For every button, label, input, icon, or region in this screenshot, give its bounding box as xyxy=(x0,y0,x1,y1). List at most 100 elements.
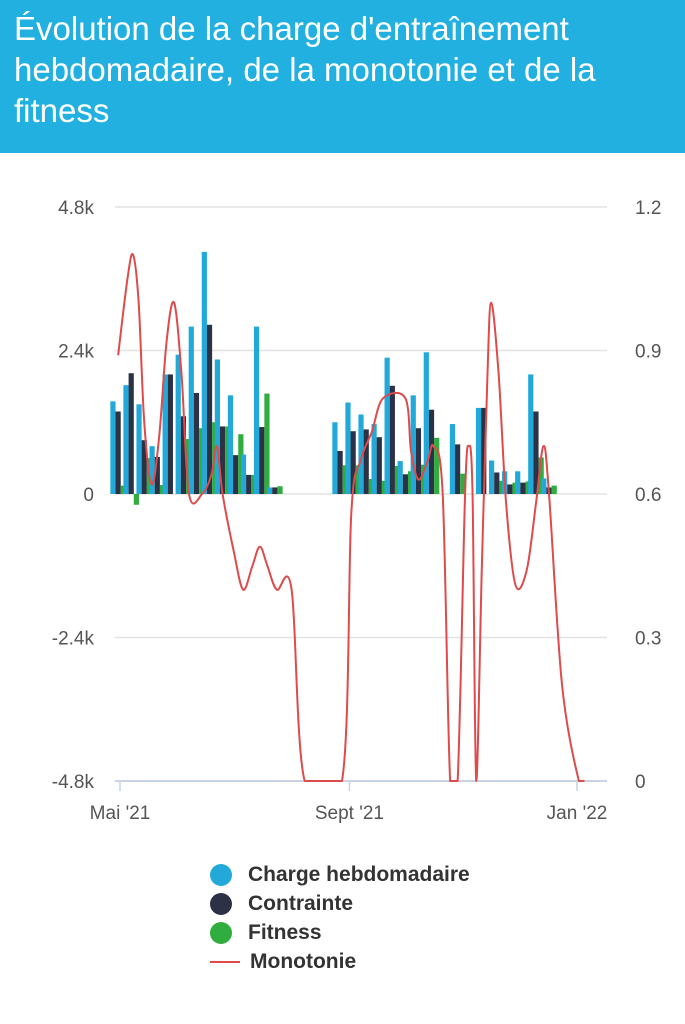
contrainte-bar xyxy=(455,444,461,494)
charge-bar xyxy=(371,424,377,494)
x-tick-label: Sept '21 xyxy=(315,803,384,824)
contrainte-bar xyxy=(428,409,435,494)
charge-bar xyxy=(201,251,207,494)
charge-bar xyxy=(253,326,260,494)
charge-legend-marker xyxy=(210,863,232,886)
charge-bar xyxy=(332,422,338,494)
legend-label-monotonie: Monotonie xyxy=(250,949,357,973)
charge-bar xyxy=(149,446,155,494)
axis-layer: 4.8k 2.4k 0 -2.4k -4.8k 1.2 0.9 0.6 0.3 0 Mai '21 S… xyxy=(52,198,662,824)
charge-bar xyxy=(397,461,403,494)
legend-item-charge[interactable]: Charge hebdomadaire xyxy=(210,860,470,889)
contrainte-bar xyxy=(363,429,369,494)
contrainte-bar xyxy=(141,440,147,494)
contrainte-bar xyxy=(233,455,239,494)
contrainte-bar xyxy=(350,431,356,494)
charge-bar xyxy=(423,352,429,494)
charge-bar xyxy=(136,404,142,494)
charge-bar xyxy=(240,454,247,494)
chart-area: 4.8k 2.4k 0 -2.4k -4.8k 1.2 0.9 0.6 0.3 0 Mai '21 S… xyxy=(52,198,662,824)
fitness-bar xyxy=(120,485,126,494)
charge-bar xyxy=(541,478,547,494)
x-tick-label: Mai '21 xyxy=(90,803,151,824)
contrainte-bar xyxy=(376,437,382,494)
x-tick-label: Jan '22 xyxy=(547,803,608,824)
contrainte-bar xyxy=(154,456,160,494)
monotonie-legend-marker xyxy=(210,960,240,963)
y-left-tick-label: 4.8k xyxy=(58,198,94,219)
fitness-bar xyxy=(159,485,166,494)
fitness-legend-marker xyxy=(210,921,232,944)
legend-label-fitness: Fitness xyxy=(248,920,322,944)
y-right-tick-label: 0 xyxy=(635,772,646,793)
fitness-bar xyxy=(251,474,257,494)
charge-bar xyxy=(267,487,273,494)
contrainte-bar xyxy=(167,374,173,494)
fitness-bar xyxy=(499,480,505,494)
legend-item-monotonie[interactable]: Monotonie xyxy=(210,947,470,976)
fitness-bar xyxy=(460,473,466,494)
bar-layer xyxy=(110,251,557,505)
contrainte-bar xyxy=(246,474,252,494)
contrainte-legend-marker xyxy=(210,892,232,915)
fitness-bar xyxy=(368,479,375,494)
y-left-tick-label: 0 xyxy=(83,485,94,506)
contrainte-bar xyxy=(180,416,187,494)
fitness-bar xyxy=(264,393,270,494)
charge-bar xyxy=(515,471,521,494)
legend-item-contrainte[interactable]: Contrainte xyxy=(210,889,470,918)
fitness-bar xyxy=(133,494,139,505)
charge-bar xyxy=(475,407,482,494)
line-layer xyxy=(117,253,585,782)
legend: Charge hebdomadaire Contrainte Fitness M… xyxy=(210,860,470,976)
legend-label-charge: Charge hebdomadaire xyxy=(248,862,470,886)
fitness-bar xyxy=(394,465,401,494)
fitness-bar xyxy=(421,464,427,494)
contrainte-bar xyxy=(193,392,200,494)
fitness-bar xyxy=(342,465,348,494)
contrainte-bar xyxy=(520,482,526,494)
charge-bar xyxy=(345,402,351,494)
contrainte-bar xyxy=(337,450,343,494)
charge-bar xyxy=(358,414,364,494)
fitness-bar xyxy=(434,437,440,494)
y-right-tick-label: 0.6 xyxy=(635,485,661,506)
contrainte-bar xyxy=(494,472,500,494)
charge-bar xyxy=(488,460,495,494)
charge-bar xyxy=(110,401,116,494)
charge-bar xyxy=(123,385,129,494)
y-right-tick-label: 1.2 xyxy=(635,198,661,219)
y-left-tick-label: 2.4k xyxy=(58,342,94,363)
contrainte-bar xyxy=(402,474,408,494)
fitness-bar xyxy=(355,465,361,494)
charge-bar xyxy=(188,326,194,494)
contrainte-bar xyxy=(389,385,395,494)
y-right-tick-label: 0.3 xyxy=(635,629,661,650)
fitness-bar xyxy=(551,485,557,494)
contrainte-bar xyxy=(128,373,134,494)
charge-bar xyxy=(227,395,234,494)
legend-label-contrainte: Contrainte xyxy=(248,891,353,915)
charge-bar xyxy=(175,354,181,494)
chart-title: Évolution de la charge d'entraînement he… xyxy=(14,10,596,129)
charge-bar xyxy=(449,424,456,494)
y-left-tick-label: -4.8k xyxy=(52,772,95,793)
fitness-bar xyxy=(186,438,192,494)
contrainte-bar xyxy=(115,411,121,494)
fitness-bar xyxy=(407,471,414,494)
contrainte-bar xyxy=(507,484,513,494)
y-left-tick-label: -2.4k xyxy=(52,629,95,650)
contrainte-bar xyxy=(259,427,265,494)
fitness-bar xyxy=(199,428,205,494)
charge-bar xyxy=(384,357,390,494)
charge-bar xyxy=(162,374,168,494)
contrainte-bar xyxy=(206,324,213,494)
contrainte-bar xyxy=(219,426,226,494)
fitness-bar xyxy=(512,482,518,494)
contrainte-bar xyxy=(481,407,487,494)
y-right-tick-label: 0.9 xyxy=(635,342,661,363)
legend-item-fitness[interactable]: Fitness xyxy=(210,918,470,947)
fitness-bar xyxy=(238,434,244,494)
fitness-bar xyxy=(277,486,283,494)
charge-bar xyxy=(214,359,220,494)
